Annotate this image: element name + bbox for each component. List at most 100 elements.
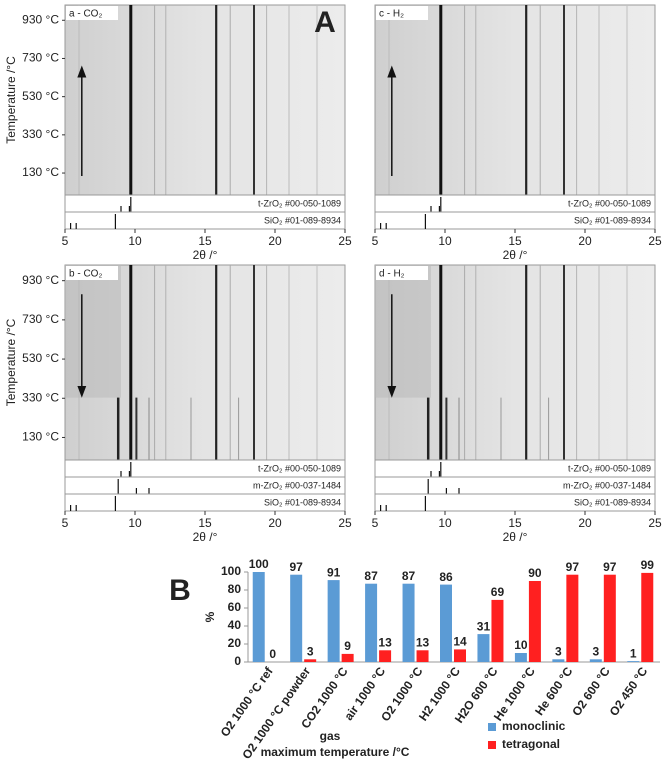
x-tick-label: 5 xyxy=(62,234,69,248)
reference-label: m-ZrO₂ #00-037-1484 xyxy=(563,480,651,490)
legend-swatch xyxy=(488,723,496,731)
x-tick-label: 10 xyxy=(128,234,142,248)
y-tick-label: 130 °C xyxy=(22,430,59,444)
value-label: 87 xyxy=(364,569,378,583)
panel-title: d - H₂ xyxy=(379,269,405,280)
bar xyxy=(379,650,392,662)
x-tick-label: 10 xyxy=(128,516,142,530)
x-axis-label: 2θ /° xyxy=(193,248,218,262)
bar xyxy=(603,574,616,662)
title-bg xyxy=(376,266,428,280)
x-tick-label: 20 xyxy=(268,516,282,530)
bar xyxy=(341,653,354,662)
y-tick-label: 80 xyxy=(228,582,242,596)
reference-label: SiO₂ #01-089-8934 xyxy=(574,497,651,507)
y-tick-label: 40 xyxy=(228,618,242,632)
x-axis-label: 2θ /° xyxy=(503,248,528,262)
value-label: 91 xyxy=(327,565,341,579)
title-bg xyxy=(66,6,118,20)
value-label: 97 xyxy=(290,560,304,574)
y-tick-label: 730 °C xyxy=(22,312,59,326)
x-tick-label: 5 xyxy=(372,234,379,248)
bar xyxy=(365,583,378,662)
y-tick-label: 530 °C xyxy=(22,351,59,365)
value-label: 13 xyxy=(378,635,392,649)
value-label: 3 xyxy=(555,644,562,658)
title-bg xyxy=(376,6,428,20)
heatmap-image xyxy=(64,4,346,196)
bar xyxy=(528,581,541,662)
panel-label: B xyxy=(169,574,191,607)
x-tick-label: O2 450 °C xyxy=(607,664,651,718)
bar xyxy=(589,659,602,662)
y-tick-label: 730 °C xyxy=(22,51,59,65)
y-tick-label: 930 °C xyxy=(22,273,59,287)
legend-label: monoclinic xyxy=(502,719,566,733)
value-label: 86 xyxy=(439,570,453,584)
value-label: 97 xyxy=(566,560,580,574)
x-tick-label: 25 xyxy=(648,234,662,248)
value-label: 97 xyxy=(603,560,617,574)
x-tick-label: 10 xyxy=(438,234,452,248)
value-label: 10 xyxy=(514,638,528,652)
y-tick-label: 330 °C xyxy=(22,390,59,404)
reference-label: t-ZrO₂ #00-050-1089 xyxy=(258,198,341,208)
legend-label: tetragonal xyxy=(502,737,560,751)
value-label: 90 xyxy=(528,566,542,580)
bar xyxy=(290,574,303,662)
panel-title: c - H₂ xyxy=(379,9,404,20)
bar xyxy=(514,653,527,662)
x-tick-label: 15 xyxy=(508,516,522,530)
value-label: 9 xyxy=(344,639,351,653)
x-tick-label: 25 xyxy=(338,234,352,248)
value-label: 14 xyxy=(453,635,467,649)
reference-label: SiO₂ #01-089-8934 xyxy=(264,215,341,225)
x-tick-label: 20 xyxy=(578,516,592,530)
value-label: 87 xyxy=(402,569,416,583)
x-tick-label: 15 xyxy=(508,234,522,248)
y-tick-label: 100 xyxy=(221,564,241,578)
bar xyxy=(416,650,429,662)
bar xyxy=(477,634,490,662)
bar xyxy=(491,599,504,662)
value-label: 99 xyxy=(641,558,655,572)
bar xyxy=(641,572,654,662)
shade xyxy=(65,265,121,398)
bar xyxy=(252,572,265,662)
y-tick-label: 330 °C xyxy=(22,127,59,141)
x-tick-label: 5 xyxy=(372,516,379,530)
x-axis-label: 2θ /° xyxy=(193,530,218,544)
value-label: 13 xyxy=(416,635,430,649)
x-tick-label: 15 xyxy=(198,234,212,248)
y-tick-label: 930 °C xyxy=(22,12,59,26)
reference-label: SiO₂ #01-089-8934 xyxy=(574,215,651,225)
x-tick-label: 5 xyxy=(62,516,69,530)
bar xyxy=(402,583,415,662)
value-label: 100 xyxy=(249,557,269,571)
y-tick-label: 530 °C xyxy=(22,89,59,103)
x-axis-label: 2θ /° xyxy=(503,530,528,544)
bar xyxy=(552,659,565,662)
bar xyxy=(304,659,317,662)
panel-title: b - CO₂ xyxy=(69,269,102,280)
y-tick-label: 0 xyxy=(234,654,241,668)
x-axis-label-2: maximum temperature /°C xyxy=(261,745,410,759)
x-tick-label: 25 xyxy=(648,516,662,530)
value-label: 1 xyxy=(630,646,637,660)
panel-title: a - CO₂ xyxy=(69,9,102,20)
reference-label: m-ZrO₂ #00-037-1484 xyxy=(253,480,341,490)
bar xyxy=(627,661,640,662)
heatmap-image xyxy=(374,4,656,196)
x-axis-label: gas xyxy=(320,729,341,743)
reference-label: t-ZrO₂ #00-050-1089 xyxy=(568,463,651,473)
value-label: 3 xyxy=(592,644,599,658)
bar xyxy=(440,584,452,662)
x-tick-label: 20 xyxy=(268,234,282,248)
y-tick-label: 20 xyxy=(228,636,242,650)
x-tick-label: 25 xyxy=(338,516,352,530)
y-axis-label: Temperature /°C xyxy=(4,318,18,406)
shade xyxy=(375,265,431,398)
bar xyxy=(566,574,579,662)
y-tick-label: 60 xyxy=(228,600,242,614)
